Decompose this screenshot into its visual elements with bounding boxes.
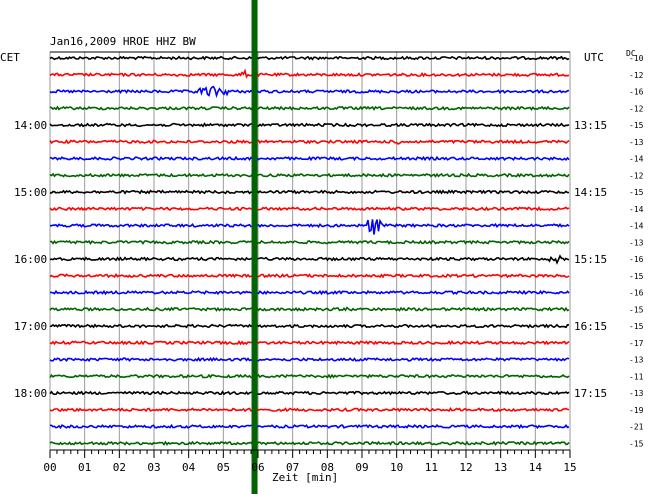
seismic-trace	[50, 189, 570, 195]
seismic-trace	[49, 407, 570, 413]
x-axis: 00 01 02 03 04 05 06 07 08 09 10 11 12 13 14 15	[43, 449, 577, 474]
x-tick-label: 01	[78, 461, 91, 474]
left-time-label: 17:00	[14, 320, 47, 333]
dc-offset-label: -15	[629, 188, 644, 197]
dc-offset-label: -12	[629, 71, 644, 80]
dc-offset-label: -19	[629, 406, 644, 415]
left-time-label: 14:00	[14, 119, 47, 132]
dc-offset-label: -16	[629, 255, 644, 264]
right-time-label: 14:15	[574, 186, 607, 199]
x-tick-label: 12	[459, 461, 472, 474]
x-tick-label: 06	[251, 461, 264, 474]
seismic-trace	[49, 139, 570, 145]
dc-offset-label: -14	[629, 222, 644, 231]
x-tick-label: 08	[321, 461, 334, 474]
right-timezone-label: UTC	[584, 51, 604, 64]
dc-offset-label: -13	[629, 138, 644, 147]
seismic-trace	[49, 172, 570, 178]
left-time-label: 15:00	[14, 186, 47, 199]
seismic-trace	[49, 373, 570, 379]
left-time-label: 16:00	[14, 253, 47, 266]
header-title: Jan16,2009 HROE HHZ BW	[50, 35, 196, 48]
dc-offset-label: -15	[629, 272, 644, 281]
x-tick-label: 14	[529, 461, 543, 474]
trace-layer	[49, 55, 570, 446]
dc-offset-label: -12	[629, 171, 644, 180]
dc-offset-label: -16	[629, 88, 644, 97]
seismic-trace	[50, 239, 570, 245]
x-tick-label: 04	[182, 461, 196, 474]
left-timezone-label: CET	[0, 51, 20, 64]
seismic-trace	[49, 339, 570, 346]
dc-offset-label: -12	[629, 104, 644, 113]
seismic-trace	[49, 323, 570, 329]
x-tick-label: 15	[563, 461, 576, 474]
dc-offset-label: -15	[629, 305, 644, 314]
x-tick-label: 11	[425, 461, 438, 474]
seismic-trace	[49, 390, 570, 396]
seismic-trace	[49, 55, 570, 61]
x-tick-label: 07	[286, 461, 299, 474]
right-time-label: 17:15	[574, 387, 607, 400]
seismic-trace	[49, 440, 570, 446]
x-axis-label: Zeit [min]	[272, 471, 338, 484]
dc-offset-label: -15	[629, 439, 644, 448]
grid	[49, 51, 571, 450]
seismic-trace	[49, 218, 570, 235]
dc-offset-label: -15	[629, 121, 644, 130]
dc-offset-label: -17	[629, 339, 644, 348]
dc-label: DC	[626, 49, 636, 58]
right-time-label: 16:15	[574, 320, 607, 333]
left-time-label: 18:00	[14, 387, 47, 400]
dc-labels: -10 -12 -16 -12 -15 -13 -14 -12 -15 -14 -14 -13 -16 -…	[629, 54, 644, 448]
dc-offset-label: -13	[629, 238, 644, 247]
dc-offset-label: -11	[629, 372, 644, 381]
seismic-trace	[49, 68, 570, 79]
dc-offset-label: -13	[629, 389, 644, 398]
x-tick-label: 13	[494, 461, 507, 474]
dc-offset-label: -16	[629, 289, 644, 298]
dc-offset-label: -21	[629, 423, 644, 432]
dc-offset-label: -10	[629, 54, 644, 63]
dc-offset-label: -15	[629, 322, 644, 331]
seismic-trace	[49, 306, 570, 312]
seismic-trace	[49, 273, 570, 279]
dc-offset-label: -13	[629, 356, 644, 365]
time-labels: 14:00 15:00 16:00 17:00 18:00 13:15 14:15 15:15…	[14, 119, 607, 400]
seismic-trace	[49, 423, 570, 430]
right-time-label: 15:15	[574, 253, 607, 266]
seismic-trace	[49, 155, 570, 162]
x-tick-label: 05	[217, 461, 230, 474]
seismic-trace	[49, 289, 570, 296]
seismic-trace	[49, 254, 570, 265]
seismic-trace	[49, 122, 570, 128]
seismic-trace	[49, 206, 570, 212]
dc-offset-label: -14	[629, 205, 644, 214]
x-tick-label: 02	[113, 461, 126, 474]
x-tick-label: 03	[147, 461, 160, 474]
x-tick-label: 10	[390, 461, 403, 474]
seismic-trace	[49, 356, 570, 362]
right-time-label: 13:15	[574, 119, 607, 132]
x-tick-label: 00	[43, 461, 56, 474]
seismic-trace	[49, 105, 570, 111]
x-tick-label: 09	[355, 461, 368, 474]
seismic-trace	[49, 85, 570, 99]
dc-offset-label: -14	[629, 155, 644, 164]
